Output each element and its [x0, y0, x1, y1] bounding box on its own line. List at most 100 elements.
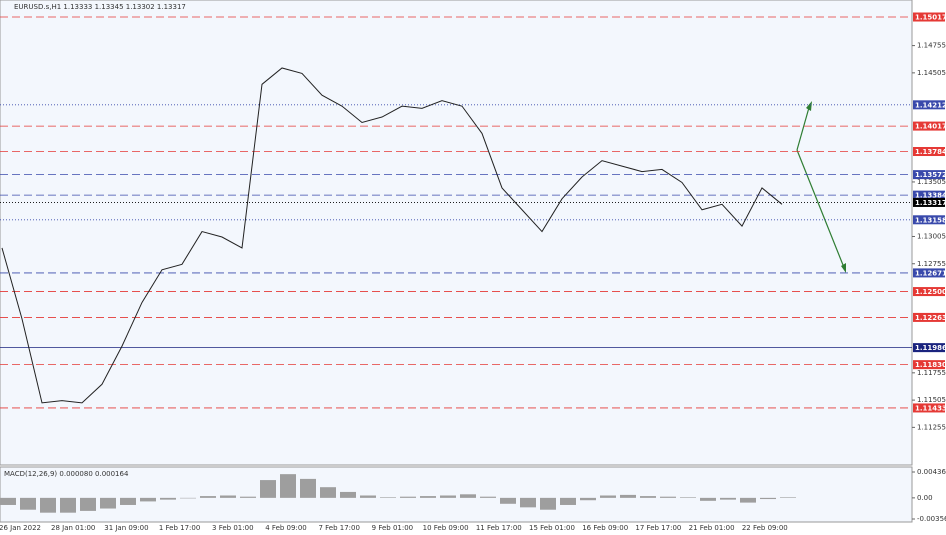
level-label: 1.13317	[915, 199, 946, 207]
x-tick-label: 10 Feb 09:00	[423, 524, 469, 532]
macd-bar	[0, 497, 16, 505]
macd-bar	[440, 495, 456, 498]
macd-bar	[240, 496, 256, 498]
macd-bar	[220, 495, 236, 498]
macd-bar	[200, 496, 216, 498]
macd-bar	[720, 497, 736, 500]
macd-bar	[740, 497, 756, 503]
x-tick-label: 7 Feb 17:00	[318, 524, 359, 532]
y-tick-label: 1.13505	[917, 178, 946, 186]
macd-bar	[520, 497, 536, 508]
macd-bar	[620, 494, 636, 498]
macd-bar	[260, 480, 276, 498]
level-label: 1.12500	[915, 288, 946, 296]
level-label: 1.13784	[915, 148, 946, 156]
macd-bar	[60, 497, 76, 513]
level-tag	[913, 197, 945, 207]
macd-bar	[20, 497, 36, 510]
price-line	[1, 67, 783, 404]
level-label: 1.12671	[915, 269, 946, 277]
level-label: 1.15017	[915, 14, 946, 22]
x-tick-label: 15 Feb 01:00	[529, 524, 575, 532]
macd-bar	[120, 497, 136, 505]
forecast-up	[796, 103, 811, 151]
price-pane	[0, 0, 913, 466]
arrow-head	[806, 101, 812, 111]
y-tick-label: -0.003566	[917, 515, 946, 523]
x-tick-label: 4 Feb 09:00	[265, 524, 306, 532]
level-tag	[913, 360, 945, 370]
x-tick-label: 11 Feb 17:00	[476, 524, 522, 532]
level-label: 1.14017	[915, 123, 946, 131]
level-tag	[913, 121, 945, 131]
level-label: 1.11830	[915, 361, 946, 369]
macd-bar	[500, 497, 516, 504]
macd-bar	[780, 497, 796, 498]
macd-bar	[420, 496, 436, 498]
level-tag	[913, 147, 945, 157]
x-tick-label: 16 Feb 09:00	[582, 524, 628, 532]
y-tick-label: 1.11755	[917, 369, 946, 377]
level-tag	[913, 312, 945, 322]
macd-bar	[480, 496, 496, 498]
y-tick-label: 1.11255	[917, 423, 946, 431]
x-tick-label: 26 Jan 2022	[0, 524, 41, 532]
macd-bar	[540, 497, 556, 510]
macd-bar	[100, 497, 116, 509]
macd-title: MACD(12,26,9) 0.000080 0.000164	[4, 470, 129, 478]
macd-bar	[560, 497, 576, 505]
level-tag	[913, 190, 945, 200]
arrow-head	[841, 263, 846, 273]
level-tag	[913, 100, 945, 110]
macd-bar	[640, 496, 656, 498]
macd-bar	[400, 496, 416, 498]
level-label: 1.11433	[915, 404, 946, 412]
macd-bar	[700, 497, 716, 501]
macd-bar	[160, 497, 176, 500]
macd-bar	[80, 497, 96, 511]
macd-bar	[340, 491, 356, 498]
macd-bar	[680, 497, 696, 498]
level-label: 1.13158	[915, 216, 946, 224]
y-tick-label: 1.14505	[917, 69, 946, 77]
y-tick-label: 0.00	[917, 494, 933, 502]
x-tick-label: 3 Feb 01:00	[212, 524, 253, 532]
level-label: 1.13572	[915, 171, 946, 179]
x-tick-label: 21 Feb 01:00	[689, 524, 735, 532]
y-tick-label: 1.11505	[917, 396, 946, 404]
x-tick-label: 17 Feb 17:00	[635, 524, 681, 532]
level-tag	[913, 343, 945, 353]
x-tick-label: 28 Jan 01:00	[51, 524, 95, 532]
level-tag	[913, 170, 945, 180]
x-tick-label: 22 Feb 09:00	[742, 524, 788, 532]
macd-bar	[380, 497, 396, 498]
macd-bar	[180, 497, 196, 499]
level-label: 1.13384	[915, 192, 946, 200]
macd-bar	[320, 487, 336, 498]
macd-bar	[300, 478, 316, 498]
level-tag	[913, 268, 945, 278]
x-tick-label: 1 Feb 17:00	[159, 524, 200, 532]
macd-bar	[360, 495, 376, 498]
y-tick-label: 1.12755	[917, 260, 946, 268]
y-tick-label: 1.13005	[917, 232, 946, 240]
level-label: 1.12263	[915, 314, 946, 322]
chart-title: EURUSD.s,H1 1.13333 1.13345 1.13302 1.13…	[14, 3, 186, 11]
y-tick-label: 1.14755	[917, 42, 946, 50]
x-tick-label: 9 Feb 01:00	[372, 524, 413, 532]
level-tag	[913, 12, 945, 22]
macd-bar	[580, 497, 596, 501]
forecast-down	[796, 149, 846, 271]
macd-pane	[0, 466, 913, 523]
macd-bar	[760, 497, 776, 500]
level-label: 1.11986	[915, 344, 946, 352]
level-tag	[913, 287, 945, 297]
x-tick-label: 31 Jan 09:00	[104, 524, 148, 532]
level-tag	[913, 403, 945, 413]
y-tick-label: 0.004363	[917, 468, 946, 476]
macd-bar	[280, 474, 296, 498]
level-tag	[913, 215, 945, 225]
macd-bar	[40, 497, 56, 513]
level-label: 1.14212	[915, 101, 946, 109]
